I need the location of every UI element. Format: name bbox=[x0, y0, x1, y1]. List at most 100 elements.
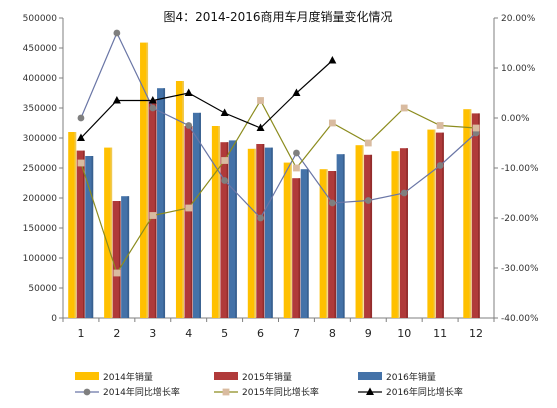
y-left-tick-label: 100000 bbox=[23, 254, 58, 264]
bar-shade bbox=[74, 132, 77, 318]
bar-shade bbox=[83, 150, 85, 318]
legend-label-line-1: 2014年同比增长率 bbox=[103, 386, 180, 398]
point-2 bbox=[113, 269, 121, 277]
y-left-tick-label: 350000 bbox=[23, 104, 58, 114]
legend-label-bar-3: 2016年销量 bbox=[386, 371, 436, 383]
legend-marker-3 bbox=[366, 387, 374, 395]
bar-2-5 bbox=[220, 142, 229, 318]
bar-1-1 bbox=[68, 132, 77, 318]
bar-2-8 bbox=[328, 171, 337, 318]
point-2 bbox=[221, 157, 229, 164]
bar-1-8 bbox=[319, 169, 328, 318]
y-left-tick-label: 400000 bbox=[23, 74, 58, 84]
bar-shade bbox=[118, 201, 121, 318]
bar-3-2 bbox=[121, 196, 130, 318]
point-2 bbox=[364, 139, 372, 147]
bar-shade bbox=[271, 147, 273, 318]
series-line-1 bbox=[80, 31, 477, 220]
point-2 bbox=[328, 119, 336, 127]
bar-2-12 bbox=[471, 113, 480, 319]
bar-2-10 bbox=[399, 148, 408, 318]
bar-shade bbox=[334, 171, 337, 318]
point-1 bbox=[257, 214, 264, 222]
legend-marker-1 bbox=[83, 388, 91, 396]
legend: 2014年销量 2015年销量 2016年销量 2014年同比增长率 2015年同比增长… bbox=[75, 371, 463, 398]
point-3 bbox=[220, 108, 229, 116]
legend-label-bar-2: 2015年销量 bbox=[242, 371, 292, 383]
bar-shade bbox=[262, 144, 265, 318]
legend-label-line-2: 2015年同比增长率 bbox=[242, 386, 319, 398]
bar-shade bbox=[110, 147, 113, 318]
point-1 bbox=[400, 189, 408, 197]
y-left-tick-label: 450000 bbox=[23, 44, 58, 54]
bar-shade bbox=[154, 100, 157, 318]
bar-3-3 bbox=[157, 88, 166, 318]
y-left-tick-label: 200000 bbox=[23, 194, 58, 204]
bar-1-2 bbox=[104, 147, 113, 318]
bar-shade bbox=[298, 178, 301, 318]
bar-1-10 bbox=[391, 151, 400, 318]
y-left-tick-label: 50000 bbox=[28, 284, 57, 294]
bars bbox=[68, 42, 480, 319]
bar-3-1 bbox=[85, 156, 94, 318]
y-right-tick-label: 20.00% bbox=[501, 14, 536, 24]
bar-1-4 bbox=[175, 81, 184, 318]
point-3 bbox=[112, 96, 121, 104]
point-3 bbox=[292, 88, 301, 96]
bar-3-6 bbox=[264, 147, 273, 318]
point-2 bbox=[472, 124, 480, 132]
point-2 bbox=[400, 104, 408, 112]
bar-2-11 bbox=[435, 132, 444, 318]
series-line-2 bbox=[80, 99, 477, 275]
x-tick-label: 11 bbox=[433, 327, 447, 340]
bar-1-7 bbox=[283, 162, 292, 318]
bar-shade bbox=[218, 126, 220, 318]
x-tick-label: 3 bbox=[149, 327, 156, 340]
bar-1-6 bbox=[247, 148, 256, 318]
point-1 bbox=[113, 29, 121, 37]
point-2 bbox=[149, 212, 157, 219]
y-right-tick-label: -40.00% bbox=[501, 314, 539, 324]
legend-swatch-bar-3 bbox=[358, 372, 382, 380]
point-3 bbox=[328, 56, 337, 64]
bar-shade bbox=[127, 196, 130, 318]
bar-3-4 bbox=[192, 112, 201, 318]
point-1 bbox=[149, 104, 157, 112]
point-1 bbox=[77, 114, 85, 122]
point-3 bbox=[256, 123, 265, 131]
bar-shade bbox=[146, 42, 149, 318]
bar-shade bbox=[478, 113, 480, 319]
point-2 bbox=[185, 204, 193, 212]
point-3 bbox=[148, 96, 157, 104]
axis-labels: 0500001000001500002000002500003000003500… bbox=[23, 14, 539, 340]
legend-label-line-3: 2016年同比增长率 bbox=[386, 386, 463, 398]
y-right-tick-label: 0.00% bbox=[501, 114, 530, 124]
point-2 bbox=[293, 164, 300, 172]
bar-shade bbox=[433, 129, 436, 318]
x-tick-label: 12 bbox=[469, 327, 483, 340]
chart-title: 图4：2014-2016商用车月度销量变化情况 bbox=[163, 9, 392, 24]
legend-marker-2 bbox=[222, 388, 230, 396]
point-1 bbox=[328, 199, 336, 207]
bar-shade bbox=[406, 148, 408, 318]
bar-shade bbox=[190, 126, 193, 318]
bar-shade bbox=[290, 162, 292, 318]
x-tick-label: 8 bbox=[329, 327, 336, 340]
bar-shade bbox=[397, 151, 400, 318]
bar-shade bbox=[325, 169, 328, 318]
bar-3-5 bbox=[228, 140, 237, 318]
bar-2-7 bbox=[292, 178, 301, 318]
point-2 bbox=[436, 122, 444, 129]
bar-2-1 bbox=[76, 150, 85, 318]
bar-shade bbox=[182, 81, 184, 318]
bar-shade bbox=[469, 109, 472, 318]
point-1 bbox=[221, 177, 229, 184]
bar-1-3 bbox=[140, 42, 149, 318]
x-tick-label: 1 bbox=[77, 327, 84, 340]
bar-2-9 bbox=[364, 154, 373, 318]
y-left-tick-label: 300000 bbox=[23, 134, 58, 144]
legend-label-bar-1: 2014年销量 bbox=[103, 371, 153, 383]
x-tick-label: 5 bbox=[221, 327, 228, 340]
bar-shade bbox=[235, 140, 237, 318]
